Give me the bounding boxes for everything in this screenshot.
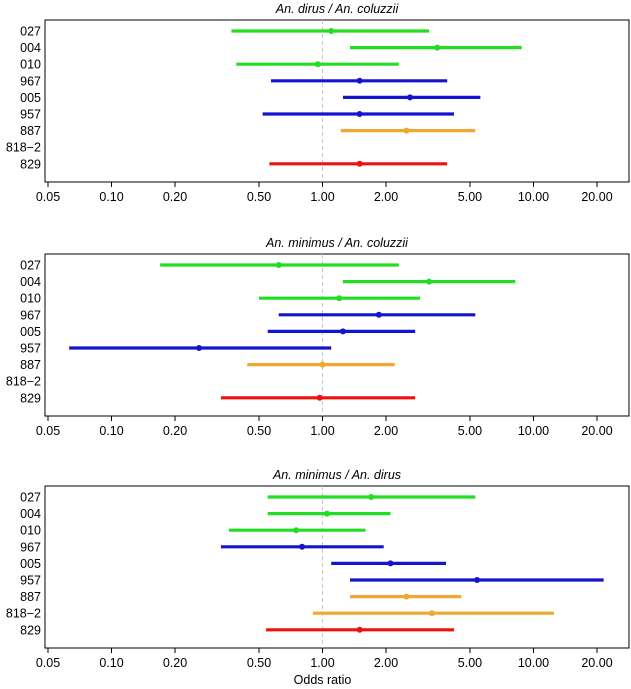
- panel-2-x-tick-label-5: 1.00: [310, 424, 334, 438]
- panel-2-x-tick-label-8: 10.00: [518, 424, 549, 438]
- panel-1-x-tick-label-6: 2.00: [374, 190, 398, 204]
- panel-2-row-label-6: 957: [20, 342, 41, 356]
- panel-1-row-label-9: 829: [20, 157, 41, 171]
- panel-1-title: An. dirus / An. coluzzii: [275, 2, 400, 16]
- panel-2-point-estimate-1: [275, 262, 282, 268]
- panel-1-x-tick-label-9: 20.00: [581, 190, 612, 204]
- panel-2-x-tick-label-3: 0.20: [163, 424, 187, 438]
- panel-3-x-tick-label-9: 20.00: [581, 656, 612, 670]
- panel-3-row-label-3: 010: [20, 524, 41, 538]
- panel-1-row-label-4: 967: [20, 74, 41, 88]
- panel-2-row-label-9: 829: [20, 391, 41, 405]
- panel-2-row-label-7: 887: [20, 358, 41, 372]
- panel-2-x-tick-label-7: 5.00: [458, 424, 482, 438]
- panel-1-point-estimate-3: [314, 61, 321, 68]
- panel-2-x-tick-label-2: 0.10: [99, 424, 123, 438]
- panel-3-x-tick-label-7: 5.00: [458, 656, 482, 670]
- panel-2-x-tick-label-1: 0.05: [36, 424, 60, 438]
- panel-3-row-label-8: 818−2: [6, 607, 41, 621]
- panel-2-point-estimate-4: [375, 311, 382, 318]
- panel-3-row-label-2: 004: [20, 507, 41, 521]
- panel-1-point-estimate-5: [407, 94, 414, 101]
- panel-3-point-estimate-9: [356, 626, 363, 633]
- panel-1-x-tick-label-3: 0.20: [163, 190, 187, 204]
- panel-2-row-label-1: 027: [20, 259, 41, 273]
- panel-1-point-estimate-2: [434, 44, 441, 51]
- panel-2-row-label-4: 967: [20, 308, 41, 322]
- panel-1-x-tick-label-2: 0.10: [99, 190, 123, 204]
- panel-3-row-label-7: 887: [20, 590, 41, 604]
- panel-1-point-estimate-6: [356, 111, 363, 117]
- panel-1-row-label-1: 027: [20, 25, 41, 39]
- panel-1-point-estimate-9: [356, 160, 363, 167]
- panel-3-point-estimate-6: [474, 577, 481, 583]
- panel-3-row-label-9: 829: [20, 623, 41, 637]
- panel-1-x-tick-label-1: 0.05: [36, 190, 60, 204]
- panel-2-row-label-5: 005: [20, 325, 41, 339]
- panel-3-x-tick-label-3: 0.20: [163, 656, 187, 670]
- panel-3-x-tick-label-4: 0.50: [247, 656, 271, 670]
- panel-2-row-label-3: 010: [20, 292, 41, 306]
- panel-3-x-tick-label-6: 2.00: [374, 656, 398, 670]
- panel-3-x-tick-label-2: 0.10: [99, 656, 123, 670]
- panel-1-point-estimate-1: [328, 28, 335, 34]
- panel-1-frame: [44, 19, 630, 183]
- panel-3-x-tick-label-8: 10.00: [518, 656, 549, 670]
- panel-2-point-estimate-6: [196, 345, 203, 351]
- panel-1-x-tick-label-4: 0.50: [247, 190, 271, 204]
- panel-1-row-label-5: 005: [20, 91, 41, 105]
- panel-2-row-label-2: 004: [20, 275, 41, 289]
- panel-1-row-label-7: 887: [20, 124, 41, 138]
- panel-1-x-tick-label-8: 10.00: [518, 190, 549, 204]
- panel-2-point-estimate-2: [426, 278, 433, 285]
- panel-3-point-estimate-5: [387, 560, 394, 567]
- panel-3-point-estimate-1: [368, 494, 375, 500]
- panel-1-row-label-2: 004: [20, 41, 41, 55]
- panel-3-row-label-1: 027: [20, 491, 41, 505]
- panel-1-row-label-8: 818−2: [6, 141, 41, 155]
- panel-3-x-tick-label-5: 1.00: [310, 656, 334, 670]
- panel-1-row-label-6: 957: [20, 108, 41, 122]
- panel-1-x-tick-label-7: 5.00: [458, 190, 482, 204]
- panel-2-x-tick-label-6: 2.00: [374, 424, 398, 438]
- panel-3-x-tick-label-1: 0.05: [36, 656, 60, 670]
- panel-2-title: An. minimus / An. coluzzii: [265, 236, 409, 250]
- panel-3-title: An. minimus / An. dirus: [272, 468, 401, 482]
- panel-3-point-estimate-7: [403, 593, 410, 600]
- panel-1-point-estimate-7: [403, 127, 410, 134]
- panel-2-row-label-8: 818−2: [6, 375, 41, 389]
- panel-2-point-estimate-3: [336, 295, 343, 302]
- panel-3-point-estimate-8: [428, 610, 435, 617]
- panel-3-x-axis-title: Odds ratio: [294, 673, 352, 687]
- panel-2-point-estimate-9: [316, 394, 323, 401]
- panel-3-row-label-5: 005: [20, 557, 41, 571]
- panel-2-x-tick-label-4: 0.50: [247, 424, 271, 438]
- panel-3-row-label-4: 967: [20, 540, 41, 554]
- panel-3-point-estimate-4: [299, 543, 306, 550]
- panel-2-x-tick-label-9: 20.00: [581, 424, 612, 438]
- panel-3-row-label-6: 957: [20, 574, 41, 588]
- panel-2-frame: [44, 253, 630, 417]
- panel-1-x-tick-label-5: 1.00: [310, 190, 334, 204]
- panel-1-row-label-3: 010: [20, 58, 41, 72]
- panel-2-point-estimate-7: [319, 361, 326, 368]
- panel-2-point-estimate-5: [339, 328, 346, 335]
- panel-3-point-estimate-3: [293, 527, 300, 534]
- panel-1-point-estimate-4: [356, 77, 363, 84]
- panel-3-frame: [44, 485, 630, 649]
- panel-3-point-estimate-2: [323, 510, 330, 517]
